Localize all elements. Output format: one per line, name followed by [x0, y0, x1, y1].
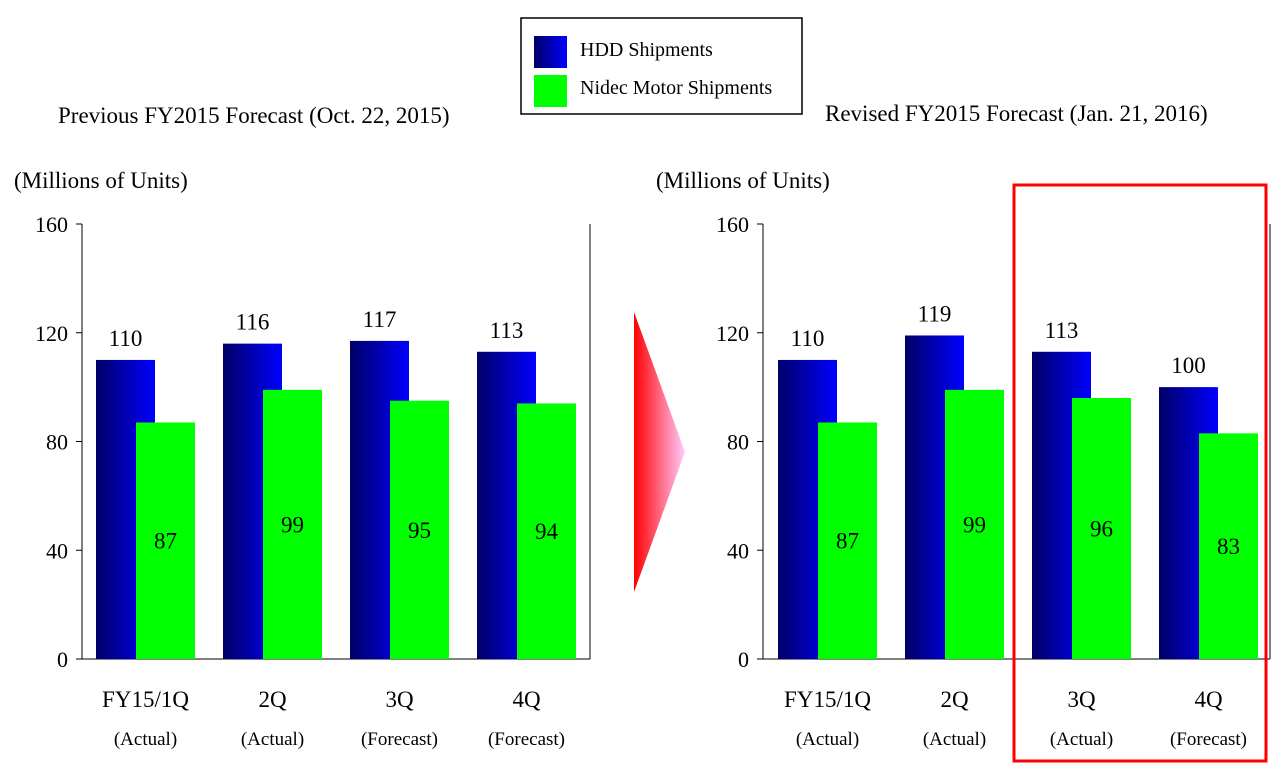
x-tick-sublabel: (Actual) — [114, 729, 177, 750]
nidec-bar — [1072, 398, 1131, 659]
x-tick-sublabel: (Actual) — [796, 729, 859, 750]
hdd-value-label: 113 — [490, 318, 524, 343]
y-tick-label: 80 — [727, 430, 749, 455]
legend: HDD Shipments Nidec Motor Shipments — [520, 17, 803, 115]
y-tick-label: 80 — [46, 430, 68, 455]
y-tick-label: 120 — [716, 321, 749, 346]
chart-title-right: Revised FY2015 Forecast (Jan. 21, 2016) — [825, 101, 1208, 126]
x-tick-label: 2Q — [940, 687, 969, 712]
nidec-bar — [390, 400, 449, 659]
bar-chart-right: 0 40 80 120 160 110 87 FY15/1Q (Actual) 119 99 2Q (A… — [716, 212, 1271, 750]
y-tick-label: 40 — [46, 538, 68, 563]
y-tick-label: 0 — [738, 647, 749, 672]
nidec-bar — [517, 403, 576, 659]
y-tick-label: 160 — [35, 212, 68, 237]
legend-label-hdd: HDD Shipments — [580, 39, 713, 61]
x-tick-sublabel: (Actual) — [241, 729, 304, 750]
hdd-value-label: 113 — [1045, 318, 1079, 343]
x-tick-label: 3Q — [385, 687, 414, 712]
nidec-value-label: 87 — [836, 529, 859, 554]
highlight-box — [1012, 183, 1268, 763]
hdd-value-label: 117 — [363, 307, 397, 332]
y-tick-label: 0 — [57, 647, 68, 672]
x-tick-sublabel: (Forecast) — [361, 729, 438, 750]
nidec-bar — [818, 422, 877, 659]
x-tick-sublabel: (Forecast) — [488, 729, 565, 750]
chart-title-left: Previous FY2015 Forecast (Oct. 22, 2015) — [58, 103, 450, 128]
y-tick-label: 120 — [35, 321, 68, 346]
x-tick-sublabel: (Actual) — [1050, 729, 1113, 750]
hdd-value-label: 100 — [1171, 353, 1206, 378]
y-tick-label: 160 — [716, 212, 749, 237]
nidec-value-label: 99 — [281, 512, 304, 537]
x-tick-label: 3Q — [1067, 687, 1096, 712]
transition-arrow-icon — [634, 312, 685, 592]
nidec-value-label: 96 — [1090, 517, 1113, 542]
x-tick-sublabel: (Actual) — [923, 729, 986, 750]
legend-box — [520, 17, 803, 115]
nidec-value-label: 94 — [535, 519, 559, 544]
legend-label-nidec: Nidec Motor Shipments — [580, 77, 772, 99]
nidec-bar — [945, 389, 1004, 659]
y-axis-label-left: (Millions of Units) — [14, 168, 188, 193]
hdd-value-label: 110 — [791, 326, 825, 351]
x-tick-label: FY15/1Q — [784, 687, 871, 712]
legend-swatch-nidec — [534, 75, 567, 107]
bar-chart-left: 0 40 80 120 160 110 87 FY15/1Q (Actual) 116 99 2Q (A… — [35, 212, 591, 750]
nidec-value-label: 83 — [1217, 534, 1240, 559]
nidec-bar — [136, 422, 195, 659]
x-tick-label: 4Q — [512, 687, 541, 712]
hdd-value-label: 119 — [918, 301, 952, 326]
hdd-value-label: 110 — [109, 326, 143, 351]
x-tick-label: FY15/1Q — [102, 687, 189, 712]
nidec-value-label: 87 — [154, 529, 177, 554]
hdd-value-label: 116 — [236, 310, 270, 335]
nidec-value-label: 95 — [408, 518, 431, 543]
x-tick-label: 2Q — [258, 687, 287, 712]
nidec-bar — [1199, 433, 1258, 659]
x-tick-sublabel: (Forecast) — [1170, 729, 1247, 750]
y-tick-label: 40 — [727, 538, 749, 563]
x-tick-label: 4Q — [1194, 687, 1223, 712]
legend-swatch-hdd — [534, 36, 567, 68]
nidec-bar — [263, 389, 322, 659]
y-axis-label-right: (Millions of Units) — [656, 168, 830, 193]
nidec-value-label: 99 — [963, 512, 986, 537]
